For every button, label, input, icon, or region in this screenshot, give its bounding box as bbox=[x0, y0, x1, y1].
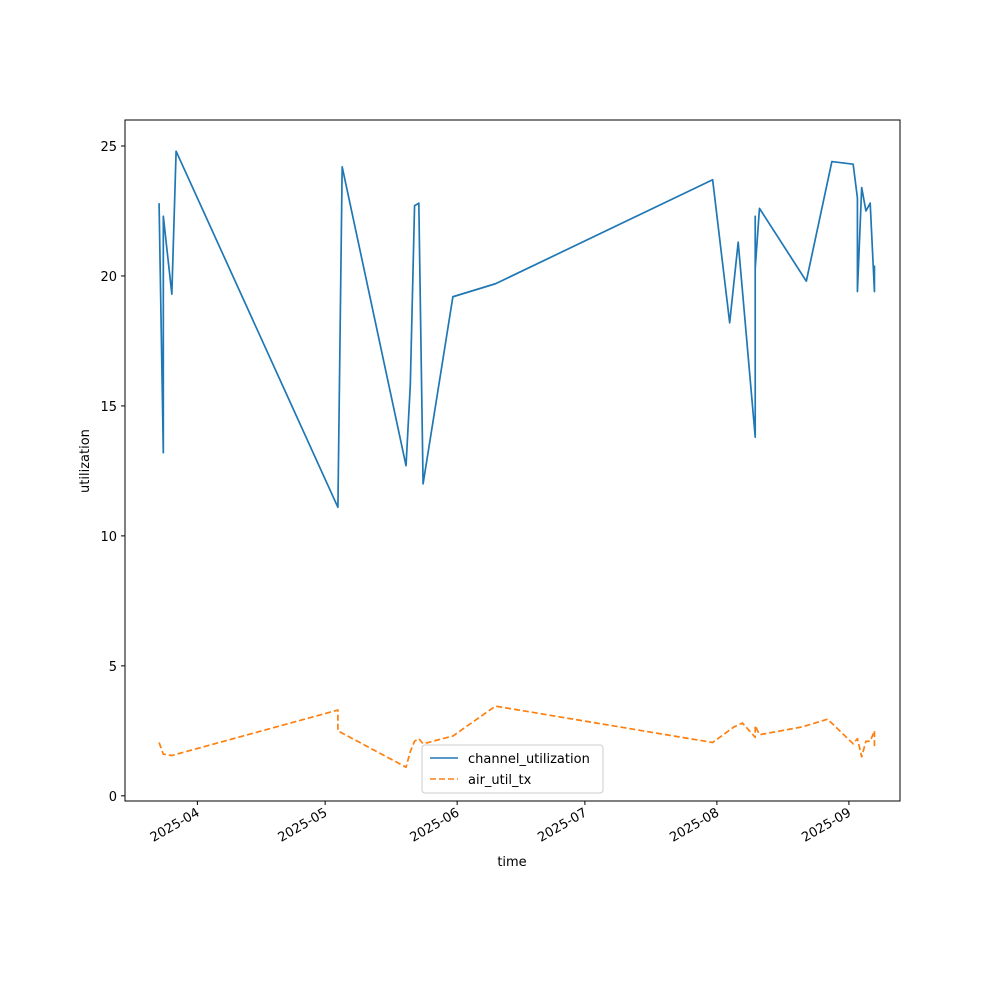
y-axis-label: utilization bbox=[78, 429, 93, 493]
y-tick-label: 15 bbox=[100, 400, 117, 415]
legend-label-air-util-tx: air_util_tx bbox=[468, 773, 532, 788]
y-tick-label: 5 bbox=[109, 660, 117, 675]
legend: channel_utilization air_util_tx bbox=[421, 744, 604, 794]
legend-box bbox=[421, 744, 604, 794]
series-line-channel-utilization bbox=[158, 150, 876, 509]
y-tick-label: 0 bbox=[109, 790, 117, 805]
y-tick-label: 25 bbox=[100, 140, 117, 155]
y-axis: 0 5 10 15 20 25 bbox=[100, 140, 125, 805]
legend-label-channel-utilization: channel_utilization bbox=[468, 752, 590, 767]
series-line-air-util-tx bbox=[158, 705, 876, 769]
plot-frame bbox=[124, 119, 901, 802]
y-tick-label: 10 bbox=[100, 530, 117, 545]
x-axis-label: time bbox=[497, 855, 526, 870]
series-layer bbox=[158, 150, 876, 769]
y-tick-label: 20 bbox=[100, 270, 117, 285]
